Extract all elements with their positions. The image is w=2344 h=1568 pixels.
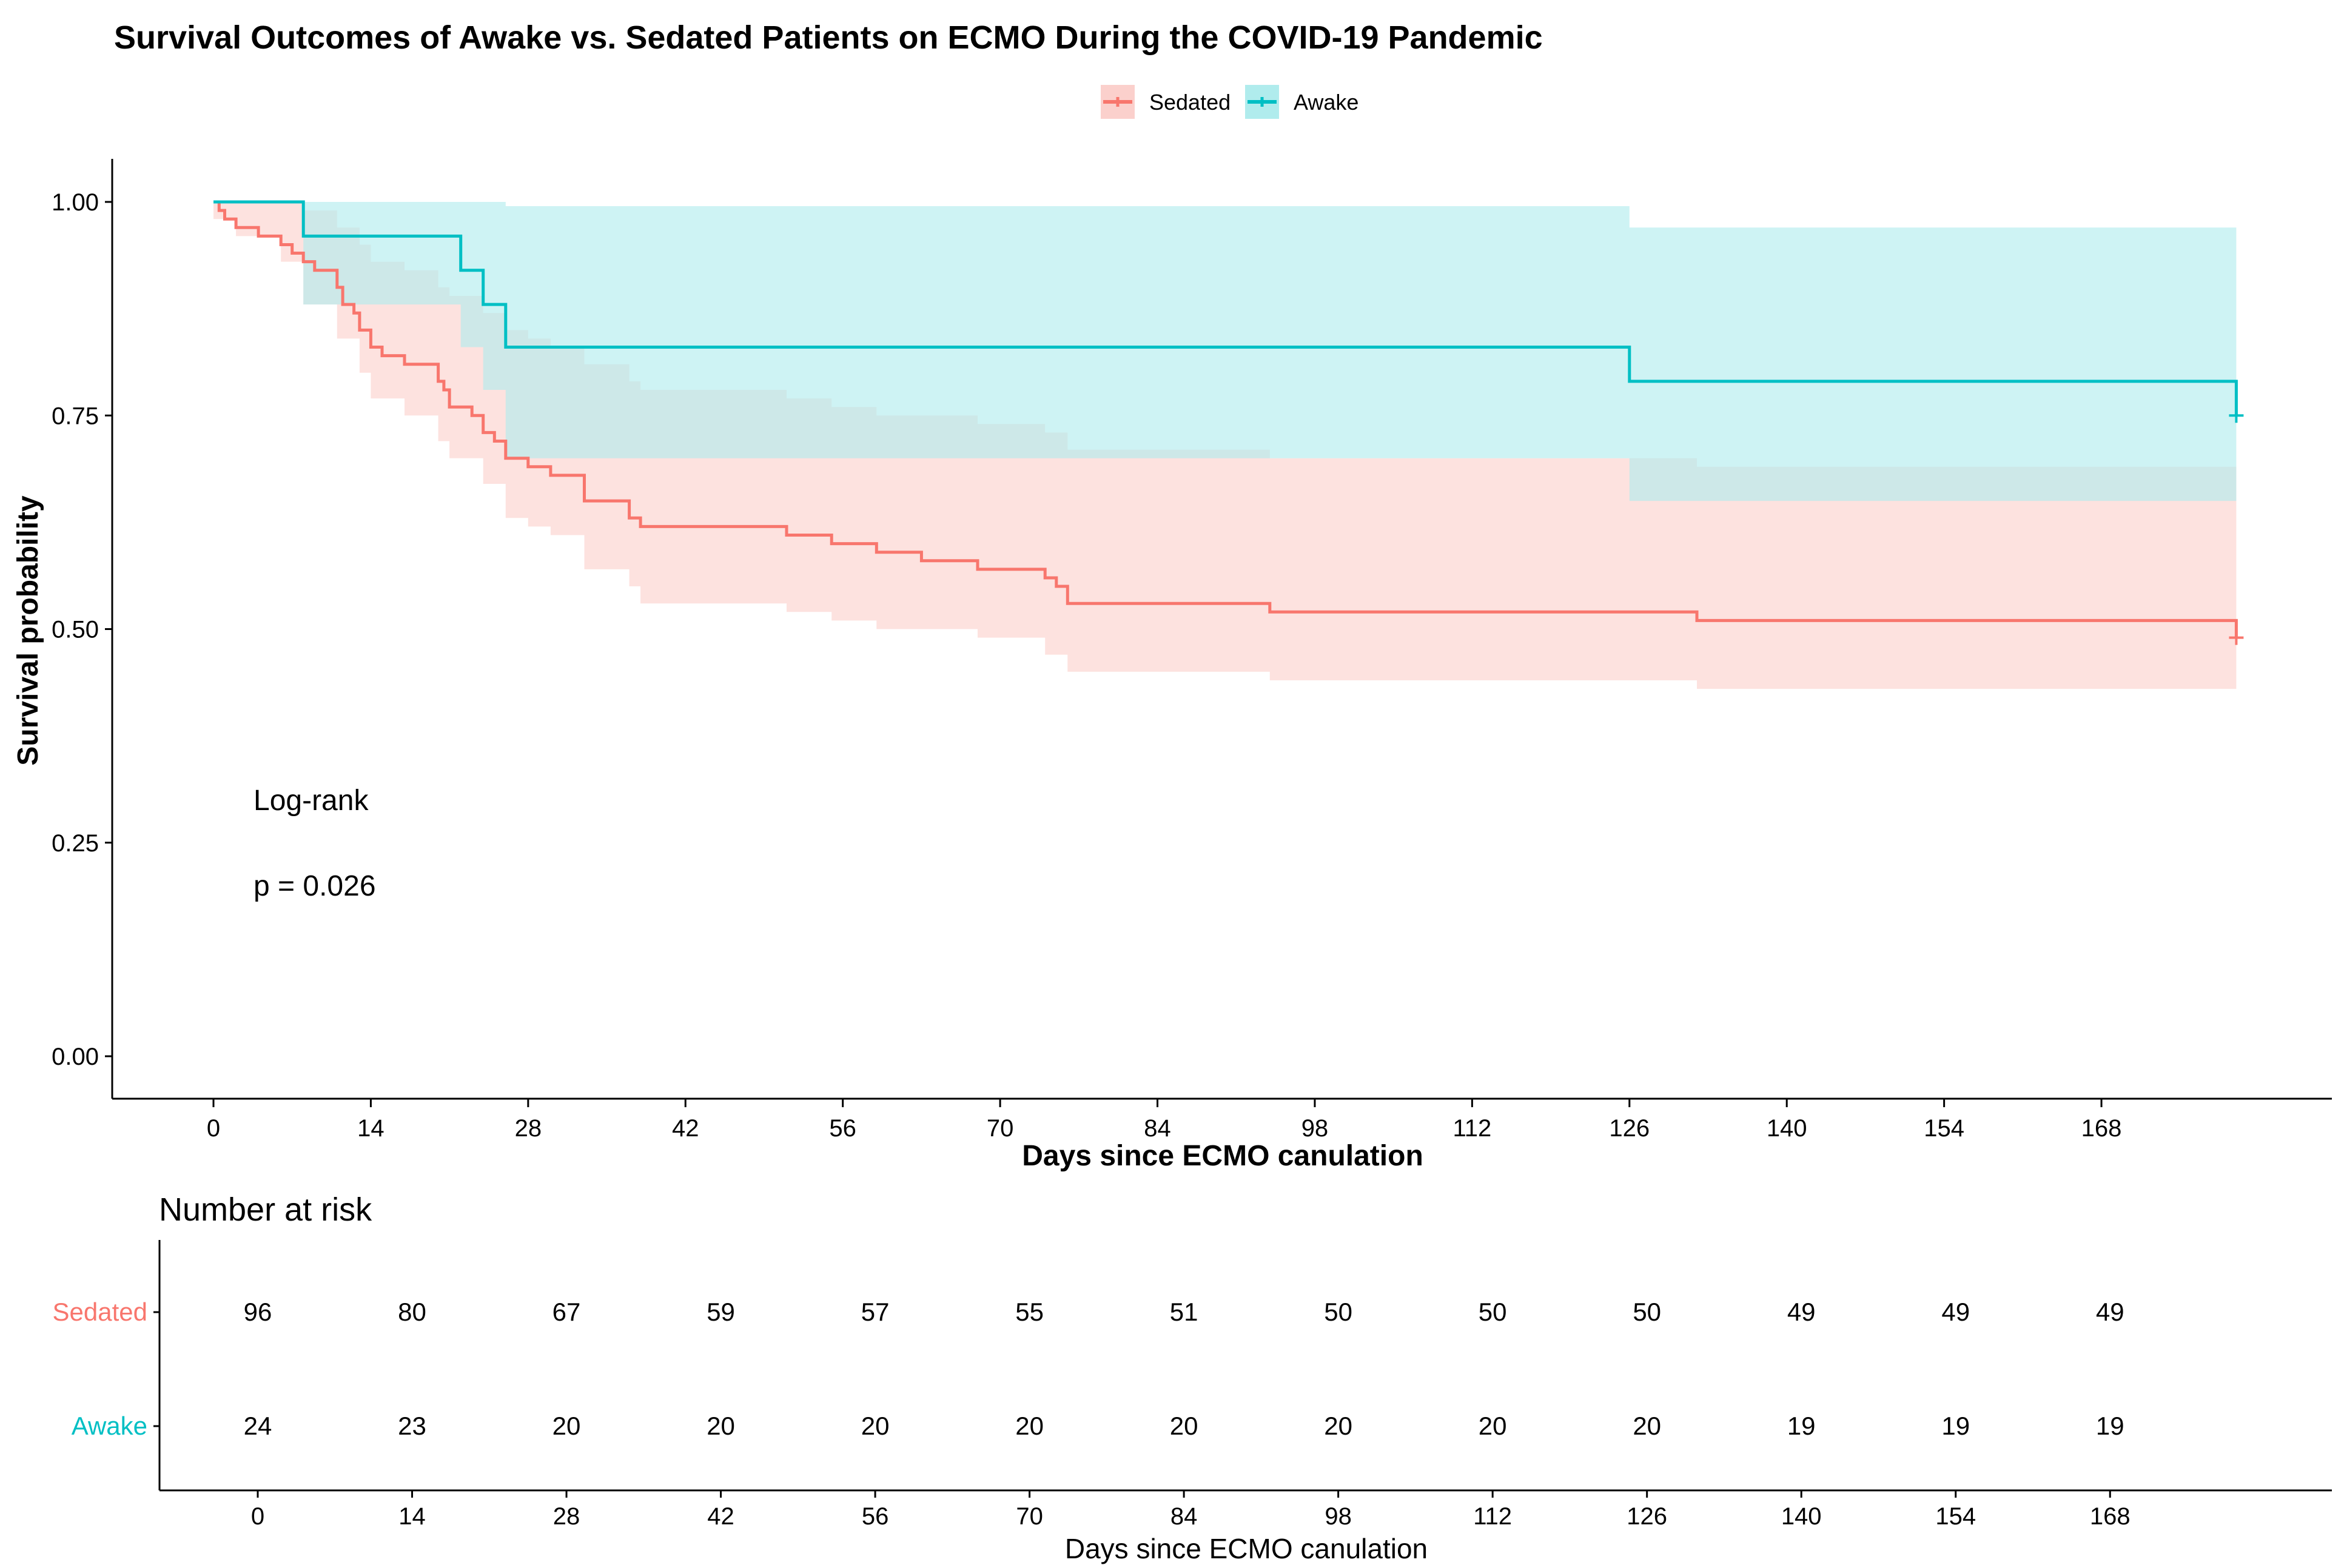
risk-value-awake: 20	[1633, 1412, 1661, 1440]
ci-band-sedated	[213, 202, 2237, 689]
x-tick-label: 126	[1609, 1115, 1650, 1142]
risk-x-tick-label: 112	[1473, 1503, 1512, 1530]
risk-value-sedated: 55	[1015, 1298, 1044, 1326]
risk-value-awake: 20	[707, 1412, 735, 1440]
x-tick-label: 84	[1144, 1115, 1171, 1142]
risk-value-sedated: 49	[1941, 1298, 1970, 1326]
risk-value-sedated: 49	[1787, 1298, 1816, 1326]
ci-band-awake	[213, 202, 2237, 501]
legend-key-awake	[1245, 85, 1279, 119]
risk-value-sedated: 50	[1479, 1298, 1507, 1326]
risk-x-tick-label: 70	[1016, 1503, 1043, 1530]
risk-row-label-sedated: Sedated	[53, 1298, 147, 1326]
p-value-label: p = 0.026	[254, 870, 376, 902]
risk-value-sedated: 96	[244, 1298, 272, 1326]
risk-x-tick-label: 0	[251, 1503, 264, 1530]
x-tick-label: 154	[1924, 1115, 1964, 1142]
x-tick-label: 70	[987, 1115, 1014, 1142]
risk-value-sedated: 50	[1633, 1298, 1661, 1326]
risk-value-sedated: 51	[1170, 1298, 1198, 1326]
risk-value-awake: 19	[1787, 1412, 1816, 1440]
risk-value-awake: 20	[1479, 1412, 1507, 1440]
y-tick-label: 0.25	[52, 830, 99, 857]
legend: Sedated Awake	[1101, 85, 1358, 119]
confidence-bands	[213, 202, 2237, 689]
y-tick-label: 1.00	[52, 189, 99, 216]
y-tick-label: 0.75	[52, 403, 99, 429]
y-axis-title: Survival probability	[12, 495, 44, 766]
x-tick-label: 28	[515, 1115, 542, 1142]
risk-value-awake: 20	[1015, 1412, 1044, 1440]
risk-value-awake: 23	[398, 1412, 426, 1440]
x-tick-label: 14	[357, 1115, 385, 1142]
risk-value-sedated: 49	[2096, 1298, 2124, 1326]
risk-value-awake: 20	[1170, 1412, 1198, 1440]
legend-key-sedated	[1101, 85, 1135, 119]
risk-x-tick-label: 42	[707, 1503, 734, 1530]
risk-x-tick-label: 140	[1781, 1503, 1822, 1530]
x-tick-label: 56	[829, 1115, 856, 1142]
x-tick-label: 168	[2081, 1115, 2122, 1142]
x-tick-label: 140	[1767, 1115, 1807, 1142]
risk-value-awake: 20	[552, 1412, 581, 1440]
risk-x-tick-label: 56	[862, 1503, 889, 1530]
x-tick-label: 98	[1301, 1115, 1329, 1142]
risk-value-sedated: 80	[398, 1298, 426, 1326]
risk-x-tick-label: 28	[553, 1503, 580, 1530]
risk-table-x-ticks: 0 14 28 42 56 70 84 98 112 126 140 154 168	[251, 1490, 2131, 1530]
risk-table-title: Number at risk	[159, 1191, 372, 1228]
risk-value-awake: 19	[1941, 1412, 1970, 1440]
risk-value-awake: 20	[1324, 1412, 1352, 1440]
survival-curves	[213, 200, 2238, 638]
risk-x-tick-label: 98	[1325, 1503, 1352, 1530]
x-axis-ticks: 0 14 28 42 56 70 84 98 112 126 140 154 168	[207, 1099, 2122, 1142]
risk-value-sedated: 50	[1324, 1298, 1352, 1326]
y-axis-ticks: 0.00 0.25 0.50 0.75 1.00	[52, 189, 112, 1070]
risk-value-awake: 24	[244, 1412, 272, 1440]
x-tick-label: 112	[1452, 1115, 1491, 1142]
y-tick-label: 0.50	[52, 617, 99, 643]
survival-curve-sedated	[213, 200, 2238, 638]
x-tick-label: 0	[207, 1115, 220, 1142]
log-rank-label: Log-rank	[254, 785, 369, 817]
censor-marks	[2229, 408, 2244, 645]
risk-x-tick-label: 84	[1170, 1503, 1198, 1530]
risk-value-awake: 20	[861, 1412, 890, 1440]
x-axis-title: Days since ECMO canulation	[1022, 1140, 1423, 1172]
survival-plot: 0.00 0.25 0.50 0.75 1.00 0 14 28 42 56 70 84 98 112 1…	[52, 159, 2332, 1142]
risk-table-rows: Sedated 96 80 67 59 57 55 51 50 50 50 49 49 49 Awake 24…	[53, 1298, 2124, 1440]
risk-x-tick-label: 154	[1935, 1503, 1976, 1530]
survival-curve-awake	[213, 200, 2238, 416]
risk-value-sedated: 57	[861, 1298, 890, 1326]
risk-table: Sedated 96 80 67 59 57 55 51 50 50 50 49 49 49 Awake 24…	[53, 1240, 2332, 1530]
legend-label-sedated: Sedated	[1149, 90, 1231, 115]
x-tick-label: 42	[672, 1115, 699, 1142]
risk-x-tick-label: 14	[398, 1503, 426, 1530]
y-tick-label: 0.00	[52, 1044, 99, 1070]
risk-value-awake: 19	[2096, 1412, 2124, 1440]
risk-row-label-awake: Awake	[72, 1412, 147, 1440]
risk-value-sedated: 67	[552, 1298, 581, 1326]
risk-x-tick-label: 126	[1627, 1503, 1667, 1530]
legend-label-awake: Awake	[1294, 90, 1358, 115]
censor-mark-sedated	[2229, 630, 2244, 645]
chart-title: Survival Outcomes of Awake vs. Sedated P…	[114, 19, 1543, 56]
censor-mark-awake	[2229, 408, 2244, 423]
risk-value-sedated: 59	[707, 1298, 735, 1326]
risk-table-x-axis-title: Days since ECMO canulation	[1065, 1533, 1428, 1564]
risk-x-tick-label: 168	[2090, 1503, 2131, 1530]
